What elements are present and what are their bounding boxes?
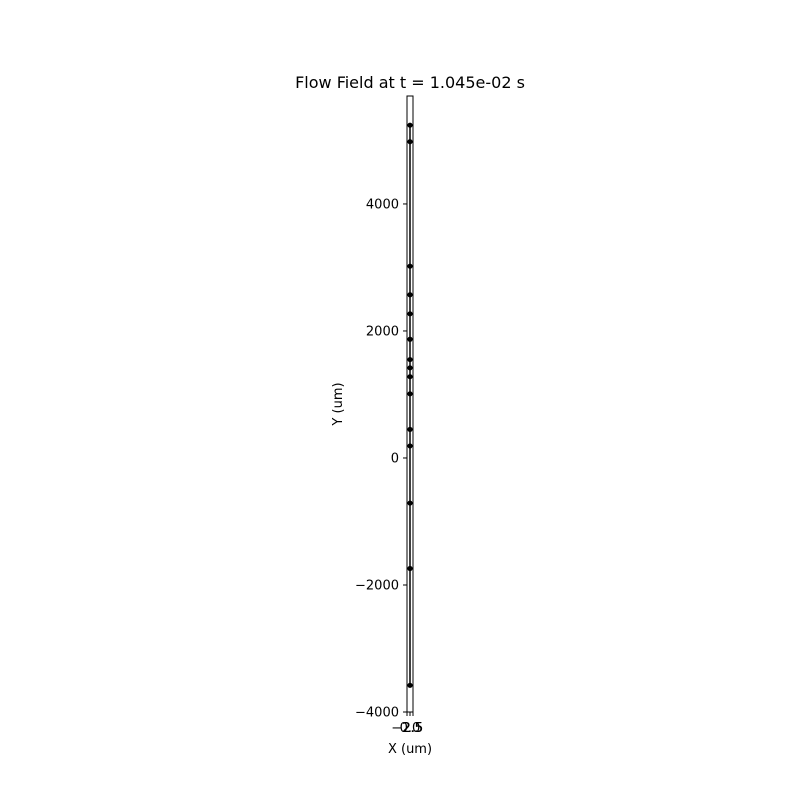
- y-tick-label: −2000: [355, 578, 399, 593]
- x-axis-label: X (um): [388, 742, 432, 757]
- data-point: [407, 374, 413, 380]
- y-tick-label: 0: [391, 451, 399, 466]
- data-point: [407, 443, 413, 449]
- chart-title: Flow Field at t = 1.045e-02 s: [295, 73, 525, 92]
- y-axis-label: Y (um): [331, 382, 346, 426]
- points-layer: [407, 122, 413, 688]
- data-point: [407, 292, 413, 298]
- y-tick-label: 2000: [366, 324, 399, 339]
- data-point: [407, 311, 413, 317]
- data-point: [407, 356, 413, 363]
- x-tick-label: −2.5: [391, 721, 423, 736]
- data-point: [407, 682, 413, 688]
- data-point: [407, 565, 413, 572]
- data-point: [407, 391, 413, 397]
- data-point: [407, 122, 413, 128]
- data-point: [407, 139, 413, 145]
- y-tick-label: 4000: [366, 197, 399, 212]
- data-point: [407, 365, 413, 371]
- data-point: [407, 263, 413, 269]
- y-axis: −4000 −2000 0 2000 4000: [355, 197, 407, 721]
- data-point: [407, 336, 413, 342]
- data-point: [407, 426, 413, 433]
- x-tick-label: 0.0: [400, 721, 421, 736]
- y-tick-label: −4000: [355, 706, 399, 721]
- data-point: [407, 500, 413, 506]
- x-axis: −2.50.02.5: [391, 712, 423, 736]
- x-tick-label: 2.5: [403, 721, 424, 736]
